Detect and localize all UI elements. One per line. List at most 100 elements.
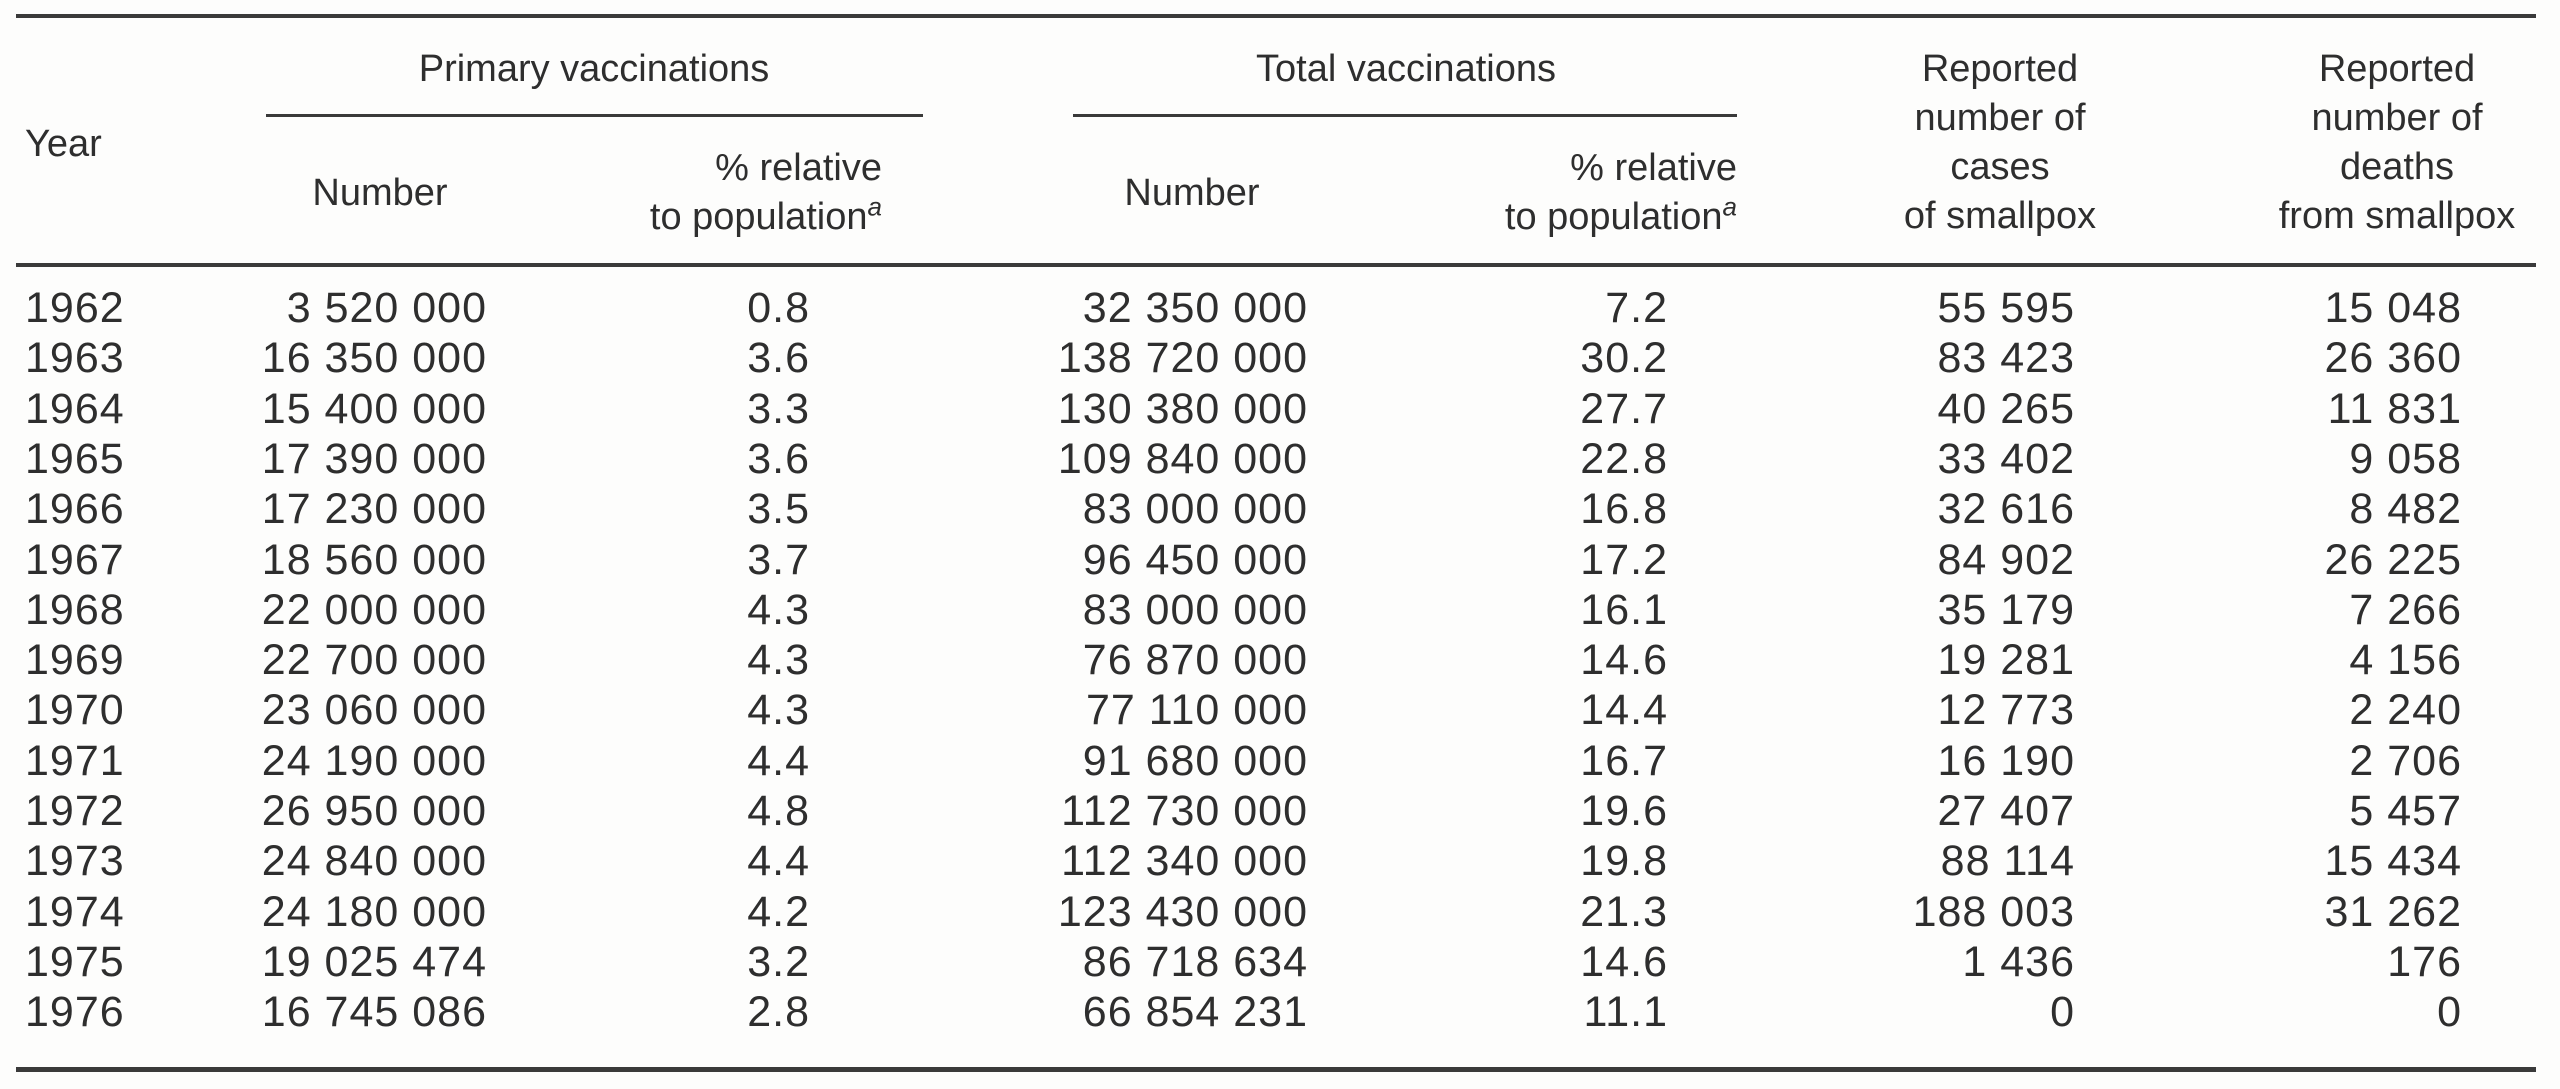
deaths-cell: 15 434 — [2324, 837, 2462, 886]
total-pct-cell: 16.8 — [1580, 485, 1668, 534]
header-cases-line: cases — [1950, 146, 2050, 188]
header-primary-vaccinations: Primary vaccinations — [418, 48, 770, 90]
primary-pct-cell: 4.2 — [747, 887, 810, 936]
total-number-cell: 86 718 634 — [1082, 937, 1308, 986]
year-cell: 1976 — [25, 988, 125, 1037]
year-cell: 1975 — [25, 937, 125, 986]
total-number-cell: 123 430 000 — [1057, 887, 1308, 936]
primary-pct-cell: 3.3 — [747, 384, 810, 433]
header-cases-line: of smallpox — [1903, 195, 2097, 237]
total-pct-cell: 11.1 — [1583, 988, 1668, 1037]
primary-pct-cell: 4.8 — [747, 787, 810, 835]
cases-cell: 1 436 — [1962, 937, 2075, 986]
header-total-pct: % relative to populationa — [1505, 144, 1737, 242]
total-number-cell: 91 680 000 — [1082, 736, 1308, 785]
header-year: Year — [25, 123, 102, 165]
total-number-cell: 138 720 000 — [1057, 334, 1308, 383]
primary-number-cell: 26 950 000 — [261, 787, 487, 835]
deaths-cell: 176 — [2387, 937, 2462, 986]
primary-number-cell: 15 400 000 — [261, 384, 487, 433]
total-group-rule — [1073, 114, 1737, 117]
header-total-number: Number — [1124, 172, 1260, 214]
deaths-cell: 31 262 — [2324, 887, 2462, 936]
deaths-cell: 26 225 — [2324, 535, 2462, 584]
year-cell: 1962 — [25, 284, 125, 332]
year-cell: 1973 — [25, 837, 125, 886]
total-pct-cell: 22.8 — [1580, 434, 1668, 483]
primary-pct-cell: 4.3 — [747, 636, 810, 685]
total-number-cell: 83 000 000 — [1082, 585, 1308, 634]
cases-cell: 12 773 — [1937, 686, 2075, 735]
header-cases-line: number of — [1914, 97, 2086, 139]
year-cell: 1964 — [25, 384, 125, 433]
deaths-cell: 8 482 — [2349, 485, 2462, 534]
primary-number-cell: 16 350 000 — [261, 334, 487, 383]
total-number-cell: 112 340 000 — [1061, 837, 1308, 886]
year-cell: 1967 — [25, 535, 125, 584]
total-pct-cell: 30.2 — [1580, 334, 1668, 383]
year-cell: 1969 — [25, 636, 125, 685]
primary-number-cell: 18 560 000 — [261, 535, 487, 584]
primary-pct-cell: 3.6 — [747, 434, 810, 483]
primary-number-cell: 3 520 000 — [286, 284, 487, 332]
header-rule — [16, 263, 2536, 267]
total-pct-cell: 14.6 — [1580, 636, 1668, 685]
primary-number-cell: 22 000 000 — [261, 585, 487, 634]
cases-cell: 32 616 — [1937, 485, 2075, 534]
year-cell: 1963 — [25, 334, 125, 383]
total-number-cell: 77 110 000 — [1085, 686, 1308, 735]
primary-number-cell: 22 700 000 — [261, 636, 487, 685]
total-pct-cell: 7.2 — [1605, 284, 1668, 332]
cases-cell: 55 595 — [1937, 284, 2075, 332]
cases-cell: 35 179 — [1937, 585, 2075, 634]
total-pct-cell: 16.7 — [1580, 736, 1668, 785]
deaths-cell: 26 360 — [2324, 334, 2462, 383]
year-cell: 1968 — [25, 585, 125, 634]
primary-number-cell: 16 745 086 — [261, 988, 487, 1037]
primary-pct-cell: 3.5 — [747, 485, 810, 534]
cases-cell: 40 265 — [1937, 384, 2075, 433]
cases-cell: 188 003 — [1912, 887, 2075, 936]
header-total-vaccinations: Total vaccinations — [1256, 48, 1556, 90]
deaths-cell: 4 156 — [2349, 636, 2462, 685]
year-cell: 1972 — [25, 787, 125, 835]
primary-number-cell: 19 025 474 — [261, 937, 487, 986]
deaths-cell: 9 058 — [2349, 434, 2462, 483]
year-cell: 1971 — [25, 736, 125, 785]
primary-number-cell: 17 390 000 — [261, 434, 487, 483]
total-number-cell: 109 840 000 — [1057, 434, 1308, 483]
primary-group-rule — [266, 114, 923, 117]
total-pct-cell: 14.6 — [1580, 937, 1668, 986]
primary-pct-cell: 0.8 — [747, 284, 810, 332]
primary-pct-cell: 3.2 — [747, 937, 810, 986]
primary-number-cell: 24 190 000 — [261, 736, 487, 785]
total-pct-cell: 19.6 — [1580, 787, 1668, 835]
header-deaths-line: number of — [2311, 97, 2483, 139]
primary-number-cell: 17 230 000 — [261, 485, 487, 534]
header-pct-line2: to populationa — [650, 193, 882, 242]
total-number-cell: 130 380 000 — [1057, 384, 1308, 433]
year-cell: 1966 — [25, 485, 125, 534]
cases-cell: 83 423 — [1937, 334, 2075, 383]
total-number-cell: 66 854 231 — [1082, 988, 1308, 1037]
total-number-cell: 76 870 000 — [1082, 636, 1308, 685]
header-pct-line1: % relative — [1570, 147, 1737, 189]
cases-cell: 88 114 — [1940, 837, 2075, 886]
primary-pct-cell: 3.6 — [747, 334, 810, 383]
cases-cell: 19 281 — [1937, 636, 2075, 685]
primary-pct-cell: 4.4 — [747, 736, 810, 785]
total-pct-cell: 27.7 — [1580, 384, 1668, 433]
year-cell: 1970 — [25, 686, 125, 735]
top-rule — [16, 14, 2536, 18]
header-primary-number: Number — [312, 172, 448, 214]
deaths-cell: 0 — [2437, 988, 2462, 1037]
header-deaths: Reported number of deaths from smallpox — [2279, 45, 2516, 241]
header-cases: Reported number of cases of smallpox — [1904, 45, 2096, 241]
total-number-cell: 112 730 000 — [1061, 787, 1308, 835]
footnote-marker: a — [1722, 191, 1737, 222]
total-pct-cell: 21.3 — [1580, 887, 1668, 936]
deaths-cell: 2 240 — [2349, 686, 2462, 735]
total-number-cell: 96 450 000 — [1082, 535, 1308, 584]
total-number-cell: 32 350 000 — [1082, 284, 1308, 332]
header-primary-pct: % relative to populationa — [650, 144, 882, 242]
